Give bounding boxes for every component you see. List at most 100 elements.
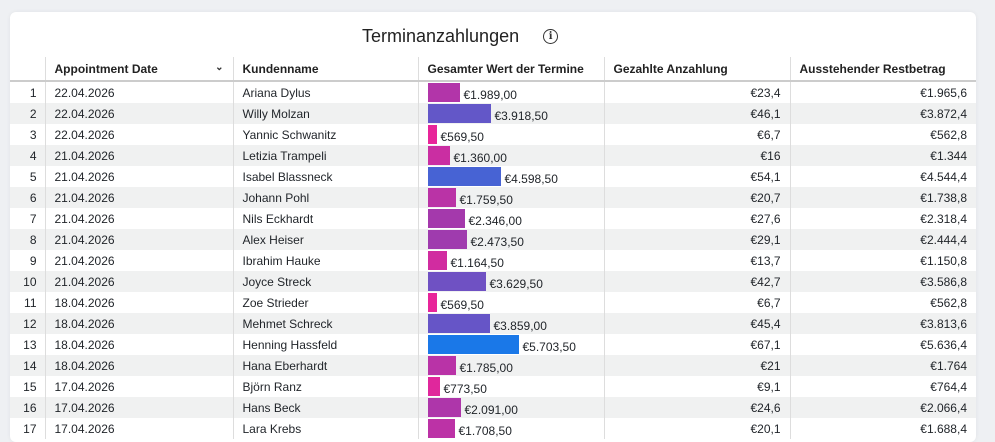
table-row[interactable]: 2 22.04.2026 Willy Molzan €3.918,50 €46,1 €3.… [10, 103, 976, 124]
total-value-label: €773,50 [443, 382, 487, 396]
total-value-bar [427, 335, 519, 354]
row-index: 14 [10, 355, 45, 376]
appointment-date-cell: 21.04.2026 [44, 145, 233, 166]
table-row[interactable]: 4 21.04.2026 Letizia Trampeli €1.360,00 €16 €… [10, 145, 976, 166]
total-value-bar [427, 209, 465, 228]
total-value-bar [427, 398, 461, 417]
card-header: Terminanzahlungen i [362, 26, 559, 47]
paid-deposit-cell: €45,4 [603, 313, 790, 334]
table-row[interactable]: 11 18.04.2026 Zoe Strieder €569,50 €6,7 €562,… [10, 292, 976, 313]
column-header-gezahlte-anzahlung[interactable]: Gezahlte Anzahlung [603, 57, 790, 82]
total-value-bar [427, 104, 491, 123]
outstanding-balance-cell: €3.813,6 [789, 313, 976, 334]
customer-name-cell: Letizia Trampeli [232, 145, 418, 166]
table-row[interactable]: 17 17.04.2026 Lara Krebs €1.708,50 €20,1 €1.6… [10, 418, 976, 439]
table-card: Terminanzahlungen i Appointment Date ⌄ Ku… [10, 12, 976, 442]
customer-name-cell: Alex Heiser [232, 229, 418, 250]
appointment-date-cell: 17.04.2026 [44, 376, 233, 397]
table-row[interactable]: 6 21.04.2026 Johann Pohl €1.759,50 €20,7 €1.7… [10, 187, 976, 208]
table-row[interactable]: 9 21.04.2026 Ibrahim Hauke €1.164,50 €13,7 €1… [10, 250, 976, 271]
total-value-cell: €1.785,00 [417, 355, 604, 376]
customer-name-cell: Henning Hassfeld [232, 334, 418, 355]
total-value-cell: €569,50 [417, 292, 604, 313]
appointment-date-cell: 21.04.2026 [44, 166, 233, 187]
customer-name-cell: Nils Eckhardt [232, 208, 418, 229]
outstanding-balance-cell: €1.764 [789, 355, 976, 376]
header-row: Appointment Date ⌄ Kundenname Gesamter We… [10, 57, 976, 82]
total-value-bar [427, 167, 501, 186]
table-row[interactable]: 13 18.04.2026 Henning Hassfeld €5.703,50 €67… [10, 334, 976, 355]
total-value-bar [427, 251, 447, 270]
customer-name-cell: Zoe Strieder [232, 292, 418, 313]
row-index: 3 [29, 127, 37, 142]
outstanding-balance-cell: €3.872,4 [789, 103, 976, 124]
table-row[interactable]: 10 21.04.2026 Joyce Streck €3.629,50 €42,7 €3… [10, 271, 976, 292]
appointment-date-cell: 17.04.2026 [44, 418, 233, 439]
appointment-date-cell: 22.04.2026 [44, 124, 233, 145]
paid-deposit-cell: €21 [603, 355, 790, 376]
total-value-cell: €3.629,50 [417, 271, 604, 292]
outstanding-balance-cell: €2.444,4 [789, 229, 976, 250]
customer-name-cell: Björn Ranz [232, 376, 418, 397]
total-value-bar [427, 419, 455, 438]
customer-name-cell: Hans Beck [232, 397, 418, 418]
appointment-date-cell: 21.04.2026 [44, 187, 233, 208]
paid-deposit-cell: €24,6 [603, 397, 790, 418]
total-value-cell: €4.598,50 [417, 166, 604, 187]
appointment-date-cell: 18.04.2026 [44, 355, 233, 376]
paid-deposit-cell: €54,1 [603, 166, 790, 187]
outstanding-balance-cell: €1.738,8 [789, 187, 976, 208]
total-value-cell: €773,50 [417, 376, 604, 397]
table-row[interactable]: 12 18.04.2026 Mehmet Schreck €3.859,00 €45,4… [10, 313, 976, 334]
total-value-label: €1.989,00 [463, 88, 517, 102]
total-value-label: €2.473,50 [470, 235, 524, 249]
column-header-kundenname[interactable]: Kundenname [232, 57, 418, 82]
total-value-label: €3.859,00 [493, 319, 547, 333]
total-value-cell: €1.759,50 [417, 187, 604, 208]
table-row[interactable]: 14 18.04.2026 Hana Eberhardt €1.785,00 €21 €1… [10, 355, 976, 376]
row-index: 1 [29, 85, 37, 100]
table-row[interactable]: 15 17.04.2026 Björn Ranz €773,50 €9,1 €764,4 [10, 376, 976, 397]
total-value-cell: €1.360,00 [417, 145, 604, 166]
table-row[interactable]: 5 21.04.2026 Isabel Blassneck €4.598,50 €54,… [10, 166, 976, 187]
appointment-date-cell: 21.04.2026 [44, 229, 233, 250]
row-index: 9 [29, 253, 37, 268]
outstanding-balance-cell: €562,8 [789, 124, 976, 145]
outstanding-balance-cell: €1.688,4 [789, 418, 976, 439]
total-value-bar [427, 314, 490, 333]
paid-deposit-cell: €42,7 [603, 271, 790, 292]
total-value-label: €1.785,00 [459, 361, 513, 375]
total-value-label: €2.346,00 [468, 214, 522, 228]
total-value-label: €569,50 [440, 130, 484, 144]
row-index: 12 [10, 313, 45, 334]
data-table: Appointment Date ⌄ Kundenname Gesamter We… [10, 57, 976, 439]
column-header-index [10, 57, 45, 82]
row-index: 11 [24, 295, 37, 310]
info-icon[interactable]: i [543, 29, 559, 44]
paid-deposit-cell: €29,1 [603, 229, 790, 250]
paid-deposit-cell: €27,6 [603, 208, 790, 229]
total-value-cell: €3.859,00 [417, 313, 604, 334]
card-title: Terminanzahlungen [362, 26, 520, 46]
total-value-cell: €5.703,50 [417, 334, 604, 355]
table-row[interactable]: 7 21.04.2026 Nils Eckhardt €2.346,00 €27,6 €2… [10, 208, 976, 229]
total-value-cell: €2.346,00 [417, 208, 604, 229]
table-row[interactable]: 1 22.04.2026 Ariana Dylus €1.989,00 €23,4 €1.… [10, 81, 976, 103]
outstanding-balance-cell: €1.965,6 [789, 81, 976, 103]
total-value-label: €1.759,50 [459, 193, 513, 207]
paid-deposit-cell: €20,7 [603, 187, 790, 208]
customer-name-cell: Johann Pohl [232, 187, 418, 208]
column-header-appointment-date[interactable]: Appointment Date ⌄ [44, 57, 233, 82]
chevron-down-icon[interactable]: ⌄ [215, 61, 224, 73]
row-index: 15 [23, 379, 37, 394]
total-value-cell: €2.091,00 [417, 397, 604, 418]
table-row[interactable]: 8 21.04.2026 Alex Heiser €2.473,50 €29,1 €2.4… [10, 229, 976, 250]
paid-deposit-cell: €46,1 [603, 103, 790, 124]
table-row[interactable]: 3 22.04.2026 Yannic Schwanitz €569,50 €6,7 €5… [10, 124, 976, 145]
customer-name-cell: Joyce Streck [232, 271, 418, 292]
column-header-gesamter-wert[interactable]: Gesamter Wert der Termine [417, 57, 604, 82]
table-row[interactable]: 16 17.04.2026 Hans Beck €2.091,00 €24,6 €2.06… [10, 397, 976, 418]
total-value-label: €1.164,50 [450, 256, 504, 270]
column-header-restbetrag[interactable]: Ausstehender Restbetrag [789, 57, 976, 82]
row-index: 6 [10, 187, 45, 208]
